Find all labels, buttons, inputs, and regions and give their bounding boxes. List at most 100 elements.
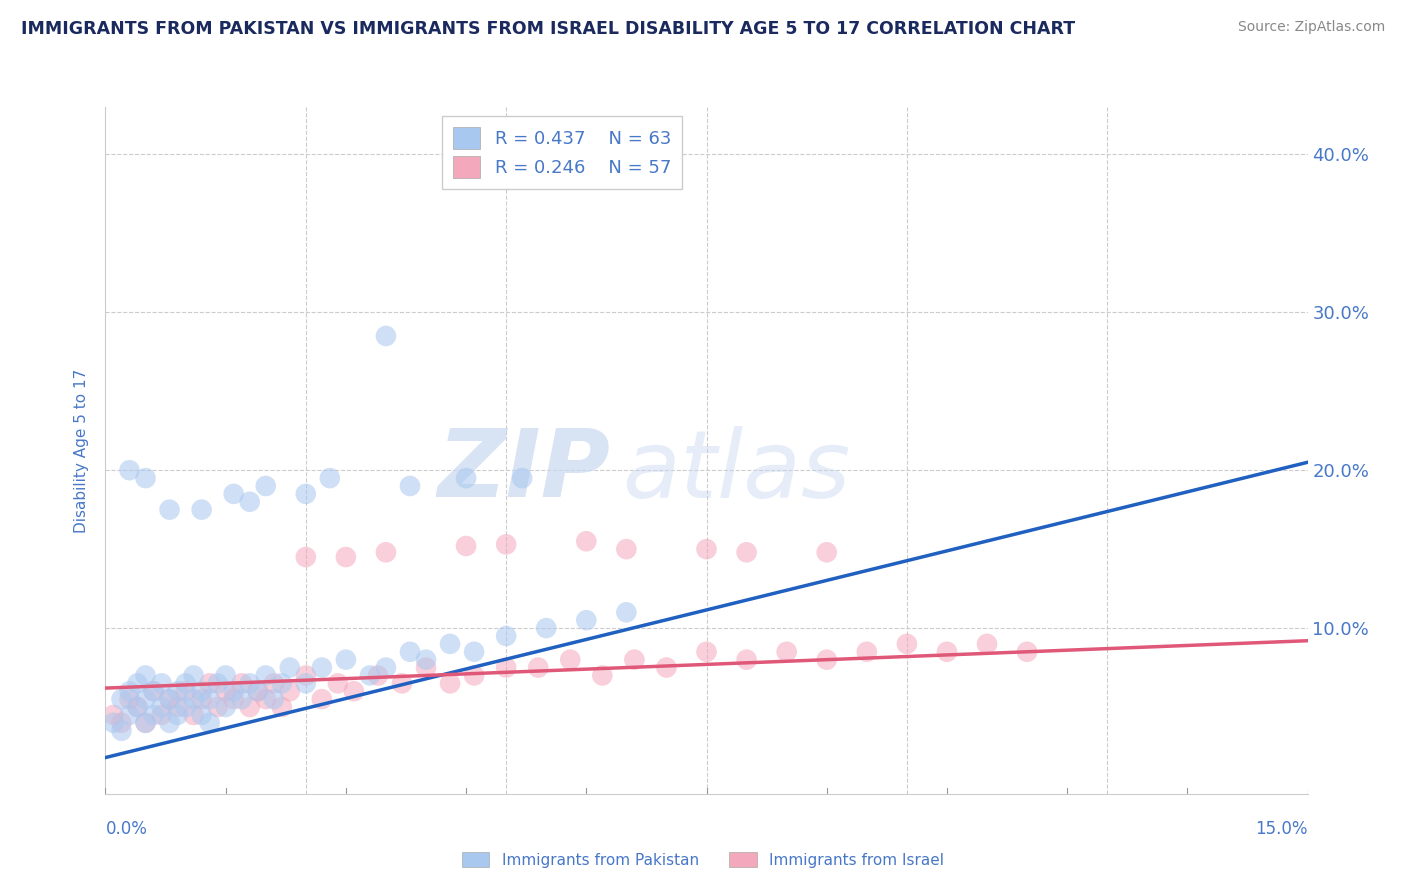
Point <box>207 676 229 690</box>
Point <box>118 707 141 722</box>
Text: ZIP: ZIP <box>437 425 610 517</box>
Point <box>246 684 269 698</box>
Point <box>207 700 229 714</box>
Point <box>399 645 422 659</box>
Point <box>254 668 277 682</box>
Text: Source: ZipAtlas.com: Source: ZipAtlas.com <box>1237 20 1385 34</box>
Point <box>391 676 413 690</box>
Point <box>735 653 758 667</box>
Point <box>135 715 157 730</box>
Point <box>118 692 141 706</box>
Point <box>166 707 188 722</box>
Point <box>222 692 245 706</box>
Point <box>150 707 173 722</box>
Point <box>270 676 292 690</box>
Point <box>495 660 517 674</box>
Point <box>214 668 236 682</box>
Point <box>735 545 758 559</box>
Legend: Immigrants from Pakistan, Immigrants from Israel: Immigrants from Pakistan, Immigrants fro… <box>454 844 952 875</box>
Point <box>110 715 132 730</box>
Point <box>776 645 799 659</box>
Point <box>439 676 461 690</box>
Point <box>367 668 389 682</box>
Point <box>335 653 357 667</box>
Point <box>214 684 236 698</box>
Point <box>231 692 253 706</box>
Point <box>374 660 398 674</box>
Text: IMMIGRANTS FROM PAKISTAN VS IMMIGRANTS FROM ISRAEL DISABILITY AGE 5 TO 17 CORREL: IMMIGRANTS FROM PAKISTAN VS IMMIGRANTS F… <box>21 20 1076 37</box>
Point <box>696 542 718 557</box>
Point <box>399 479 422 493</box>
Point <box>135 471 157 485</box>
Point <box>103 715 125 730</box>
Point <box>190 692 212 706</box>
Text: atlas: atlas <box>623 425 851 516</box>
Point <box>415 653 437 667</box>
Point <box>142 684 165 698</box>
Point <box>278 660 301 674</box>
Point <box>222 487 245 501</box>
Point <box>135 668 157 682</box>
Point <box>174 700 197 714</box>
Point <box>231 676 253 690</box>
Point <box>278 684 301 698</box>
Point <box>142 684 165 698</box>
Point <box>174 684 197 698</box>
Point <box>359 668 381 682</box>
Point <box>135 715 157 730</box>
Point <box>127 700 149 714</box>
Point <box>936 645 959 659</box>
Point <box>855 645 877 659</box>
Point <box>696 645 718 659</box>
Point <box>575 613 598 627</box>
Point <box>118 463 141 477</box>
Point <box>239 495 262 509</box>
Point <box>343 684 366 698</box>
Point <box>335 549 357 564</box>
Point <box>815 653 838 667</box>
Point <box>150 676 173 690</box>
Point <box>198 692 221 706</box>
Point <box>319 471 342 485</box>
Point <box>159 692 181 706</box>
Point <box>560 653 582 667</box>
Point <box>575 534 598 549</box>
Point <box>616 542 638 557</box>
Point <box>374 545 398 559</box>
Point <box>254 479 277 493</box>
Point <box>495 629 517 643</box>
Point <box>198 715 221 730</box>
Point <box>127 676 149 690</box>
Point <box>326 676 349 690</box>
Point <box>159 715 181 730</box>
Point <box>495 537 517 551</box>
Point <box>534 621 557 635</box>
Point <box>415 660 437 674</box>
Point <box>463 645 485 659</box>
Point <box>190 684 212 698</box>
Point <box>463 668 485 682</box>
Point <box>239 676 262 690</box>
Y-axis label: Disability Age 5 to 17: Disability Age 5 to 17 <box>75 368 90 533</box>
Point <box>118 684 141 698</box>
Point <box>295 549 318 564</box>
Point <box>166 684 188 698</box>
Point <box>174 676 197 690</box>
Point <box>311 660 333 674</box>
Legend: R = 0.437    N = 63, R = 0.246    N = 57: R = 0.437 N = 63, R = 0.246 N = 57 <box>443 116 682 189</box>
Point <box>454 471 477 485</box>
Point <box>110 692 132 706</box>
Point <box>198 676 221 690</box>
Point <box>270 700 292 714</box>
Point <box>142 707 165 722</box>
Point <box>454 539 477 553</box>
Point <box>527 660 550 674</box>
Point <box>311 692 333 706</box>
Point <box>295 668 318 682</box>
Point <box>103 707 125 722</box>
Point <box>616 605 638 619</box>
Point <box>214 700 236 714</box>
Point <box>110 723 132 738</box>
Point <box>246 684 269 698</box>
Text: 15.0%: 15.0% <box>1256 820 1308 838</box>
